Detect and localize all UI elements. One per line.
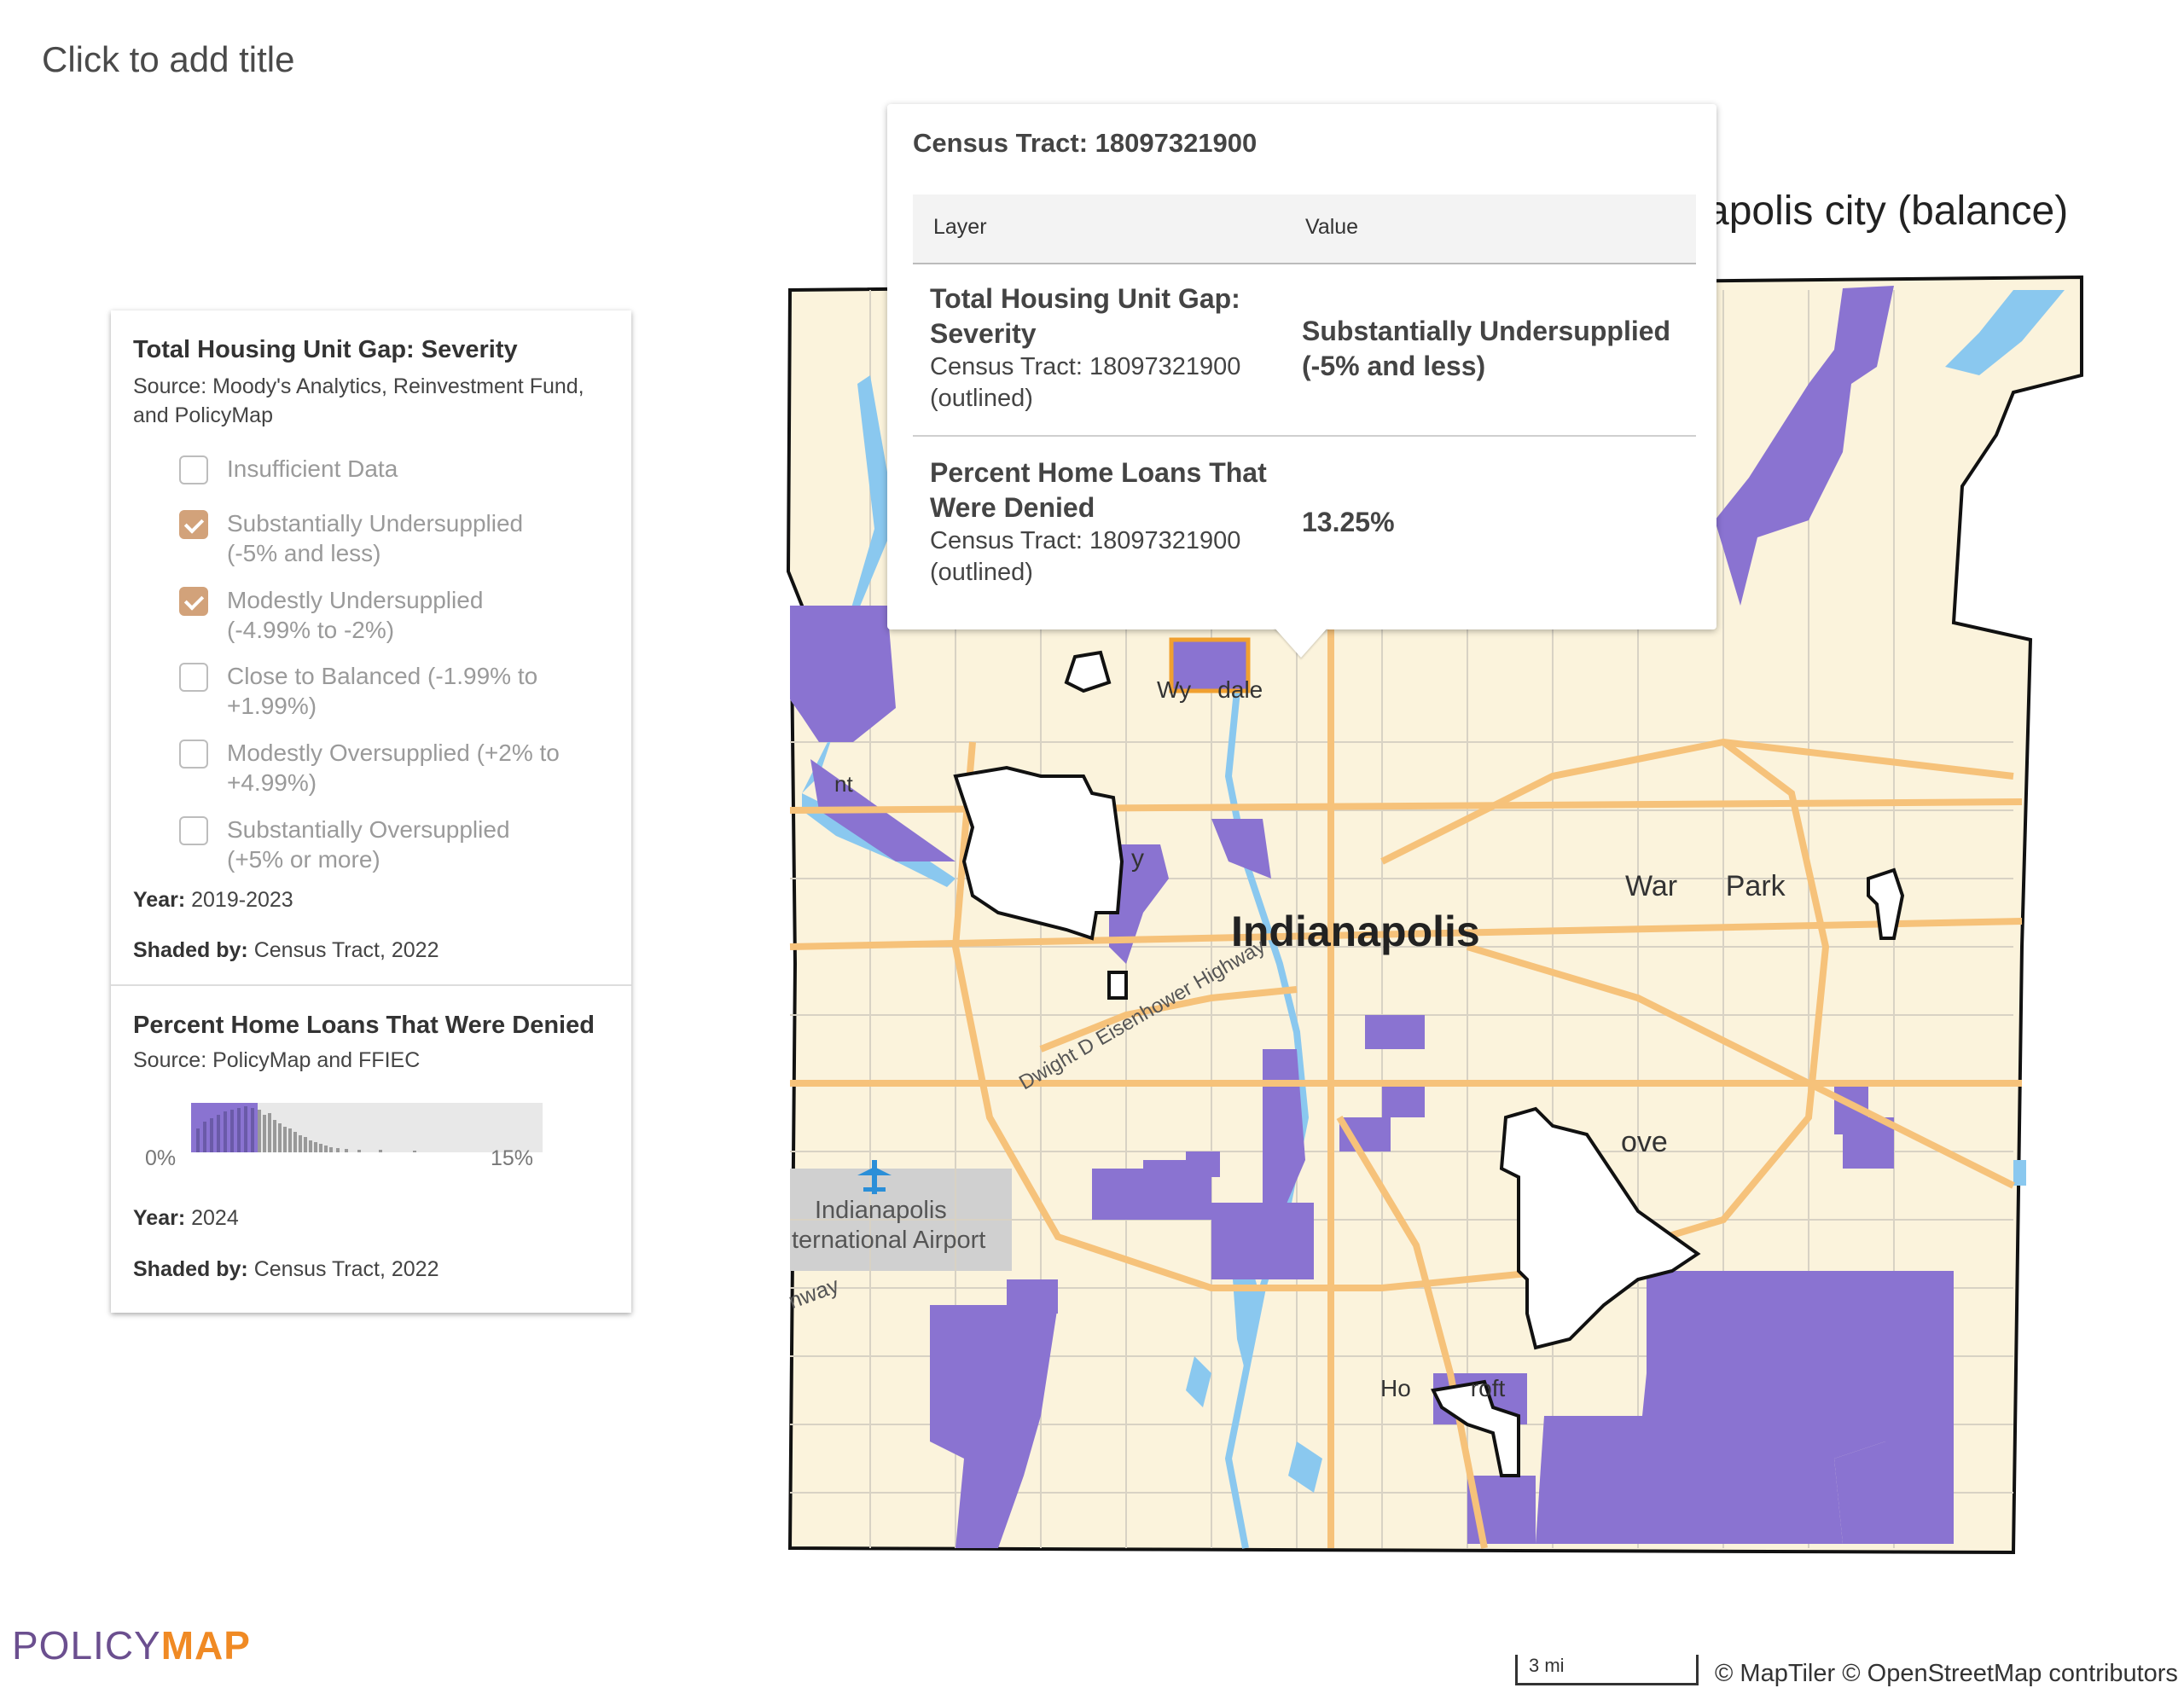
histogram-max-label: 15%: [491, 1146, 534, 1170]
popup-header: Census Tract: 18097321900: [913, 128, 1258, 158]
loan-denial-histogram: [191, 1103, 543, 1152]
tract-info-popup[interactable]: Census Tract: 18097321900 Layer Value To…: [887, 104, 1716, 629]
legend-item-label: Modestly Oversupplied (+2% to +4.99%): [227, 740, 560, 796]
map-label-homecroft: Ho roft: [1380, 1375, 1506, 1401]
map-label-airport-2: ternational Airport: [792, 1227, 986, 1254]
map-label-warren-park: War Park: [1625, 870, 1786, 902]
checkbox-checked[interactable]: [179, 510, 208, 539]
legend-layer2-source: Source: PolicyMap and FFIEC: [133, 1048, 421, 1072]
histogram-min-label: 0%: [145, 1146, 177, 1170]
popup-row: Total Housing Unit Gap: Severity Census …: [913, 264, 1696, 437]
legend-layer2-year: Year: 2024: [133, 1206, 239, 1230]
popup-row-value: Substantially Undersupplied (-5% and les…: [1302, 316, 1671, 381]
page-title[interactable]: Click to add title: [42, 39, 295, 79]
airport-icon: [857, 1160, 892, 1194]
legend-layer1-shaded-by: Shaded by: Census Tract, 2022: [133, 938, 439, 962]
map-attribution: © MapTiler © OpenStreetMap contributors: [1715, 1660, 2178, 1687]
legend-layer1-title: Total Housing Unit Gap: Severity: [133, 336, 518, 363]
city-boundary-label: apolis city (balance): [1706, 189, 2069, 234]
popup-col-value: Value: [1305, 215, 1359, 239]
checkbox[interactable]: [179, 816, 208, 845]
popup-row-tract: Census Tract: 18097321900 (outlined): [930, 527, 1241, 586]
legend-item-label: Close to Balanced (-1.99% to +1.99%): [227, 663, 538, 719]
popup-col-layer: Layer: [933, 215, 987, 239]
checkbox[interactable]: [179, 663, 208, 692]
checkbox-checked[interactable]: [179, 587, 208, 616]
legend-layer1-year: Year: 2019-2023: [133, 888, 293, 912]
popup-row-value: 13.25%: [1302, 507, 1395, 537]
map-label-airport-1: Indianapolis: [815, 1197, 947, 1224]
map-label-indianapolis: Indianapolis: [1231, 908, 1480, 955]
selected-tract-outline: [1169, 637, 1251, 693]
legend-item-label: Substantially Oversupplied (+5% or more): [227, 816, 510, 873]
map-label-beech-grove: ove: [1621, 1126, 1668, 1158]
map-label-y-fragment: y: [1131, 844, 1144, 873]
popup-row-layer: Percent Home Loans That Were Denied: [930, 457, 1267, 523]
policymap-logo: POLICYMAP: [12, 1623, 251, 1668]
checkbox[interactable]: [179, 455, 208, 484]
map-scale-label: 3 mi: [1529, 1655, 1565, 1676]
popup-pointer: [1274, 627, 1328, 658]
legend-layer2-title: Percent Home Loans That Were Denied: [133, 1012, 595, 1039]
legend-panel: Total Housing Unit Gap: Severity Source:…: [111, 310, 631, 1313]
popup-table-header: Layer Value: [913, 194, 1696, 264]
legend-layer1-source: Source: Moody's Analytics, Reinvestment …: [133, 374, 584, 427]
legend-layer2-shaded-by: Shaded by: Census Tract, 2022: [133, 1257, 439, 1281]
popup-row-layer: Total Housing Unit Gap: Severity: [930, 283, 1240, 349]
legend-divider: [111, 984, 631, 986]
checkbox[interactable]: [179, 740, 208, 769]
map-scale-bar: [1515, 1655, 1699, 1685]
major-roads: [789, 290, 2023, 1549]
legend-item-label: Substantially Undersupplied (-5% and les…: [227, 510, 524, 566]
popup-row-tract: Census Tract: 18097321900 (outlined): [930, 353, 1241, 412]
legend-item-label: Insufficient Data: [227, 455, 398, 482]
undersupplied-tracts: [790, 286, 1954, 1548]
excluded-municipalities: [953, 650, 1905, 1477]
map-label-west-fragment: nt: [834, 771, 853, 797]
map-label-wynnedale: Wy dale: [1157, 676, 1263, 703]
legend-item-label: Modestly Undersupplied (-4.99% to -2%): [227, 587, 484, 643]
popup-row: Percent Home Loans That Were Denied Cens…: [913, 437, 1696, 616]
